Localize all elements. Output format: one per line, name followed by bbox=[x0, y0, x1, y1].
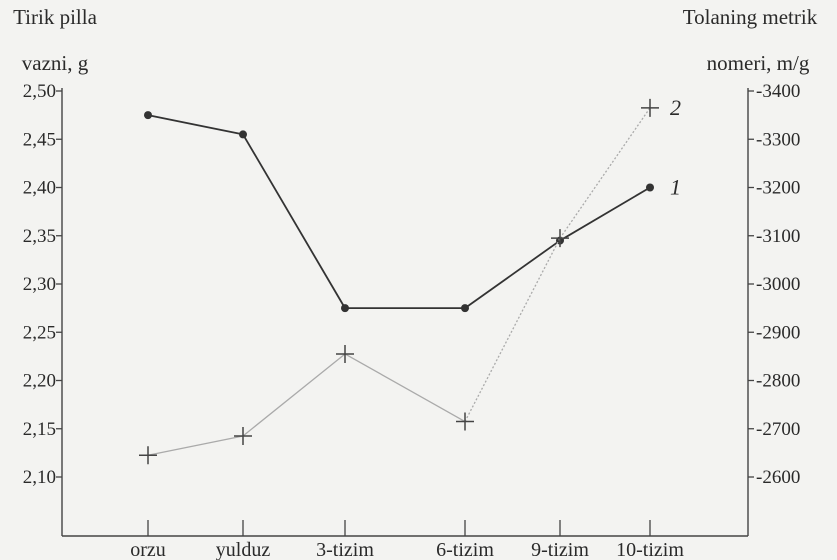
series-2-point bbox=[139, 446, 157, 465]
left-tick-label: 2,30 bbox=[23, 274, 56, 295]
left-axis-title-line1: Tirik pilla bbox=[13, 5, 98, 29]
right-tick-label: -2600 bbox=[756, 467, 800, 488]
series-2-point bbox=[336, 344, 354, 363]
right-tick-label: -2900 bbox=[756, 322, 800, 343]
series-2-point bbox=[551, 229, 569, 248]
right-tick-label: -3300 bbox=[756, 129, 800, 150]
series-2-segment bbox=[464, 237, 561, 422]
x-tick-label: 6-tizim bbox=[436, 539, 494, 560]
right-axis-ticks: -2600 -2700 -2800 -2900 -3000 -3100 -3200 -3300… bbox=[748, 81, 800, 488]
series-2-segment bbox=[344, 353, 466, 423]
x-tick-label: 9-tizim bbox=[531, 539, 589, 560]
left-tick-label: 2,15 bbox=[23, 419, 56, 440]
series-2-point bbox=[641, 98, 659, 117]
series-2-segment bbox=[559, 107, 651, 239]
series-2-segment bbox=[147, 435, 244, 456]
right-tick-label: -2700 bbox=[756, 419, 800, 440]
right-axis-title-line1: Tolaning metrik bbox=[683, 5, 818, 29]
series-layer: 12 bbox=[139, 95, 681, 465]
series-1-point bbox=[239, 130, 247, 139]
series-1-point bbox=[341, 304, 349, 313]
right-tick-label: -3200 bbox=[756, 178, 800, 199]
x-tick-label: 10-tizim bbox=[616, 539, 684, 560]
left-tick-label: 2,45 bbox=[23, 129, 56, 150]
series-2-point bbox=[234, 426, 252, 445]
right-tick-label: -3100 bbox=[756, 226, 800, 247]
series-1-point bbox=[144, 111, 152, 120]
left-tick-label: 2,50 bbox=[23, 81, 56, 102]
left-tick-label: 2,40 bbox=[23, 178, 56, 199]
series-1-segment bbox=[242, 133, 346, 309]
series-1-segment bbox=[464, 239, 561, 309]
left-axis-title-line2: vazni, g bbox=[22, 51, 89, 75]
series-2-point bbox=[456, 412, 474, 431]
left-tick-label: 2,35 bbox=[23, 226, 56, 247]
right-tick-label: -3000 bbox=[756, 274, 800, 295]
series-1-label: 1 bbox=[670, 175, 681, 200]
series-2-segment bbox=[242, 353, 346, 437]
series-1-segment bbox=[147, 114, 244, 136]
series-1-point bbox=[646, 183, 654, 192]
left-tick-label: 2,20 bbox=[23, 371, 56, 392]
x-axis-ticks: orzu yulduz 3-tizim 6-tizim 9-tizim 10-tizim bbox=[130, 520, 684, 560]
right-tick-label: -3400 bbox=[756, 81, 800, 102]
right-tick-label: -2800 bbox=[756, 371, 800, 392]
x-tick-label: orzu bbox=[130, 539, 166, 560]
x-tick-label: 3-tizim bbox=[316, 539, 374, 560]
series-2-label: 2 bbox=[670, 95, 681, 120]
left-axis-ticks: 2,10 2,15 2,20 2,25 2,30 2,35 2,40 2,45 2,50 bbox=[23, 81, 62, 488]
left-tick-label: 2,10 bbox=[23, 467, 56, 488]
x-tick-label: yulduz bbox=[216, 539, 271, 560]
right-axis-title-line2: nomeri, m/g bbox=[707, 51, 810, 75]
series-1-point bbox=[461, 304, 469, 313]
series-1-segment bbox=[559, 186, 651, 242]
left-tick-label: 2,25 bbox=[23, 322, 56, 343]
